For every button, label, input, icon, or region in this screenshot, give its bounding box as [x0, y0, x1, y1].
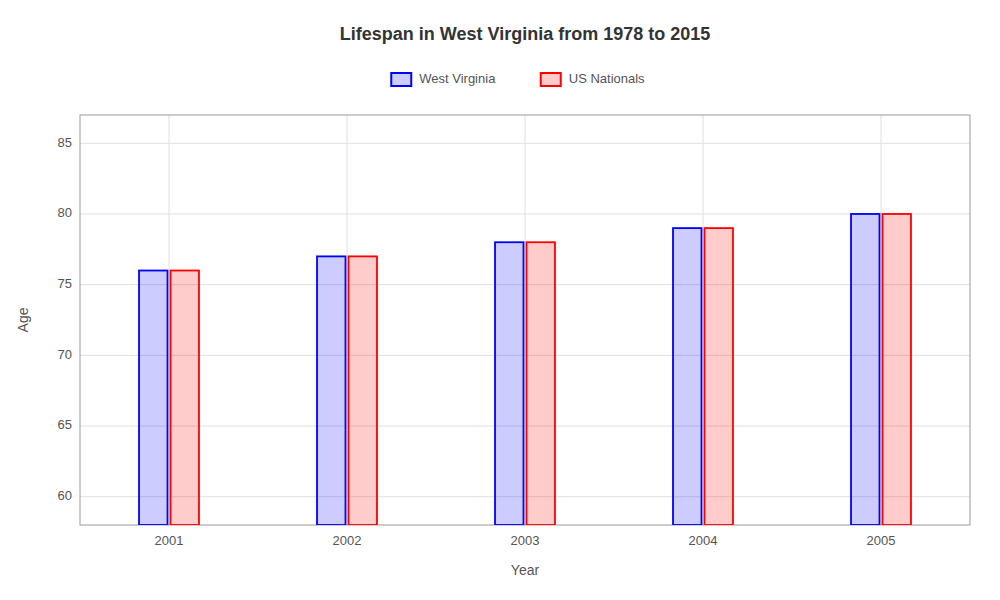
- chart: 60 65 70 75 80 85 2001 2002 2003 2004 2005 Year Age L…: [0, 0, 1000, 600]
- bar: [883, 214, 911, 525]
- page: {"chart_data": {"type": "bar", "title": …: [0, 0, 1000, 600]
- bar: [317, 256, 345, 525]
- y-tick-label: 85: [58, 135, 72, 150]
- y-tick-label: 75: [58, 276, 72, 291]
- x-grid-line: [881, 115, 882, 525]
- x-tick-label: 2004: [689, 533, 718, 548]
- background: [0, 0, 1000, 600]
- legend-swatch: [541, 73, 561, 86]
- grid: [80, 115, 970, 525]
- x-grid-line: [525, 115, 526, 525]
- bar: [527, 242, 555, 525]
- plot-frame: [80, 115, 970, 525]
- legend-label: US Nationals: [569, 71, 645, 86]
- y-tick-label: 65: [58, 417, 72, 432]
- title: Lifespan in West Virginia from 1978 to 2…: [340, 24, 710, 44]
- y-tick-label: 80: [58, 205, 72, 220]
- bar: [673, 228, 701, 525]
- x-grid-line: [703, 115, 704, 525]
- bar: [705, 228, 733, 525]
- bars: [139, 214, 911, 525]
- bar: [851, 214, 879, 525]
- chart-container: 60 65 70 75 80 85 2001 2002 2003 2004 2005 Year Age L…: [0, 0, 1000, 600]
- y-axis-label: Age: [15, 307, 31, 332]
- x-grid-line: [169, 115, 170, 525]
- x-grid-line: [347, 115, 348, 525]
- legend-label: West Virginia: [419, 71, 496, 86]
- bar: [139, 271, 167, 525]
- y-tick-label: 60: [58, 488, 72, 503]
- x-axis-label: Year: [511, 562, 540, 578]
- axes: 60 65 70 75 80 85 2001 2002 2003 2004 2005 Year Age: [15, 135, 895, 578]
- bar: [171, 271, 199, 525]
- x-tick-label: 2002: [333, 533, 362, 548]
- bar: [349, 256, 377, 525]
- legend: West Virginia US Nationals: [391, 71, 645, 86]
- x-tick-label: 2005: [867, 533, 896, 548]
- bar: [495, 242, 523, 525]
- x-tick-label: 2001: [155, 533, 184, 548]
- x-tick-label: 2003: [511, 533, 540, 548]
- y-tick-label: 70: [58, 347, 72, 362]
- legend-swatch: [391, 73, 411, 86]
